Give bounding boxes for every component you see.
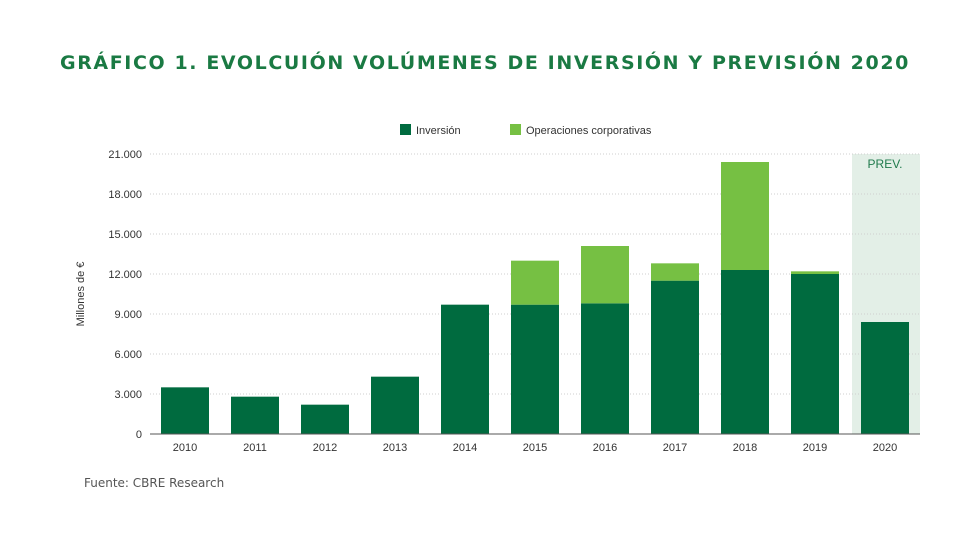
chart-title: GRÁFICO 1. EVOLCUIÓN VOLÚMENES DE INVERS…	[60, 52, 910, 74]
x-tick-label: 2018	[733, 442, 757, 454]
bar-inversion	[651, 280, 699, 434]
x-tick-label: 2017	[663, 442, 687, 454]
source-note: Fuente: CBRE Research	[84, 476, 225, 490]
legend-label: Inversión	[416, 125, 461, 137]
legend-swatch	[510, 124, 521, 135]
bar-inversion	[371, 376, 419, 434]
bar-operaciones-corporativas	[581, 246, 629, 304]
x-tick-label: 2015	[523, 442, 547, 454]
bar-inversion	[581, 303, 629, 434]
bar-inversion	[861, 322, 909, 434]
y-axis-label: Millones de €	[75, 262, 87, 327]
x-tick-label: 2019	[803, 442, 827, 454]
y-tick-label: 18.000	[108, 189, 142, 201]
bar-inversion	[301, 404, 349, 434]
y-tick-label: 3.000	[114, 389, 142, 401]
y-tick-label: 15.000	[108, 229, 142, 241]
bar-operaciones-corporativas	[721, 162, 769, 270]
bar-operaciones-corporativas	[651, 263, 699, 281]
bar-operaciones-corporativas	[791, 271, 839, 274]
bar-inversion	[511, 304, 559, 434]
bar-inversion	[161, 387, 209, 434]
y-tick-label: 9.000	[114, 309, 142, 321]
x-tick-label: 2016	[593, 442, 617, 454]
x-tick-label: 2020	[873, 442, 897, 454]
legend-swatch	[400, 124, 411, 135]
x-tick-label: 2013	[383, 442, 407, 454]
y-tick-label: 21.000	[108, 149, 142, 161]
x-tick-label: 2012	[313, 442, 337, 454]
bar-inversion	[231, 396, 279, 434]
bar-inversion	[791, 274, 839, 434]
x-tick-label: 2011	[243, 442, 267, 454]
x-tick-label: 2014	[453, 442, 477, 454]
bar-inversion	[721, 270, 769, 434]
x-tick-label: 2010	[173, 442, 197, 454]
legend-label: Operaciones corporativas	[526, 125, 652, 137]
bar-inversion	[441, 304, 489, 434]
y-tick-label: 6.000	[114, 349, 142, 361]
forecast-label: PREV.	[868, 157, 903, 171]
y-tick-label: 0	[136, 429, 142, 441]
bar-operaciones-corporativas	[511, 260, 559, 305]
y-tick-label: 12.000	[108, 269, 142, 281]
